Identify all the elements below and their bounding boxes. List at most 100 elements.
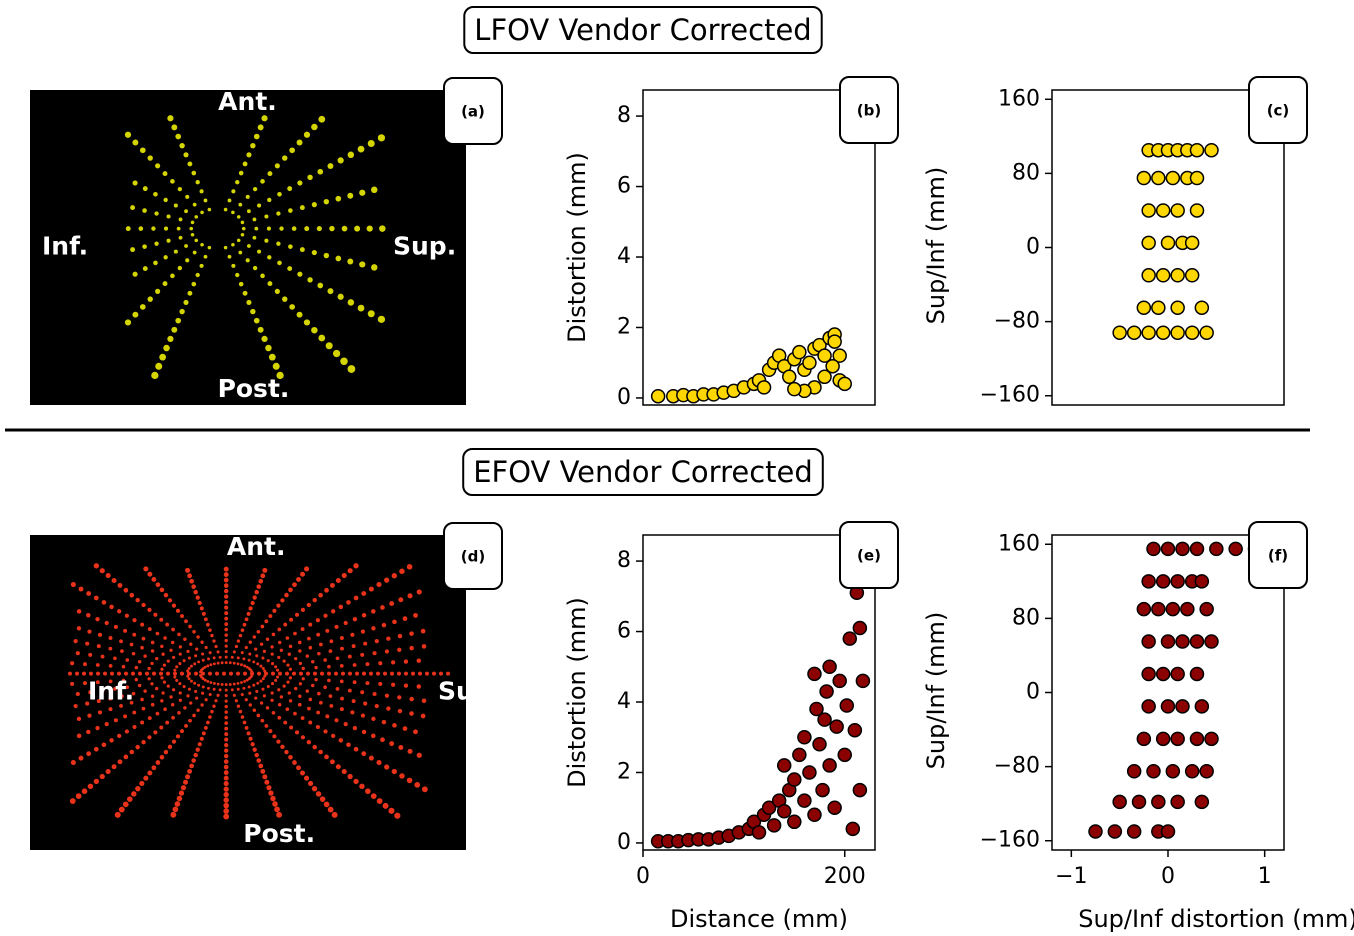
image-dot — [200, 243, 204, 247]
image-dot — [270, 796, 275, 801]
image-dot — [245, 726, 249, 730]
image-dot — [179, 691, 182, 694]
point — [1186, 269, 1199, 282]
image-dot — [132, 711, 136, 715]
image-dot — [359, 784, 364, 789]
image-dot — [191, 221, 195, 225]
image-dot — [391, 683, 395, 687]
image-dot — [187, 672, 191, 676]
image-dot — [196, 635, 199, 638]
image-dot — [163, 636, 167, 640]
image-dot — [191, 758, 196, 763]
image-dot — [138, 684, 141, 687]
point — [1152, 795, 1165, 808]
image-dot — [135, 666, 138, 669]
x-axis-label: Distance (mm) — [670, 905, 848, 933]
image-dot — [217, 694, 220, 697]
image-dot — [135, 786, 140, 791]
image-dot — [114, 718, 118, 722]
image-dot — [202, 731, 206, 735]
image-dot — [125, 319, 131, 325]
point — [1137, 172, 1150, 185]
image-dot — [257, 630, 261, 634]
image-dot — [210, 710, 213, 713]
image-dot — [151, 703, 155, 707]
image-dot — [197, 660, 200, 663]
image-dot — [350, 710, 354, 714]
image-dot — [292, 672, 296, 676]
image-dot — [231, 264, 235, 268]
image-dot — [362, 730, 366, 734]
image-dot — [140, 721, 144, 725]
image-dot — [231, 656, 234, 659]
image-dot — [409, 711, 414, 716]
image-dot — [143, 654, 146, 657]
image-dot — [341, 672, 345, 676]
point — [788, 815, 801, 828]
image-dot — [196, 180, 200, 184]
image-dot — [237, 688, 240, 691]
point — [1162, 236, 1175, 249]
image-dot — [193, 753, 197, 757]
image-dot — [358, 305, 365, 312]
image-dot — [213, 662, 216, 665]
image-dot — [233, 662, 236, 665]
image-dot — [266, 785, 271, 790]
image-dot — [304, 226, 309, 231]
image-dot — [202, 659, 205, 662]
y-axis-label: Distortion (mm) — [563, 597, 591, 788]
point — [1171, 575, 1184, 588]
image-dot — [124, 755, 129, 760]
image-dot — [231, 189, 235, 193]
y-tick-label: 2 — [617, 314, 631, 339]
image-dot — [175, 801, 181, 807]
image-dot — [239, 171, 244, 176]
image-dot — [219, 656, 222, 659]
point — [1157, 732, 1170, 745]
point — [768, 819, 781, 832]
image-dot — [446, 672, 450, 676]
image-dot — [224, 776, 229, 781]
image-dot — [224, 792, 229, 797]
image-dot — [276, 211, 280, 215]
image-dot — [183, 300, 188, 305]
image-dot — [265, 345, 271, 351]
image-dot — [200, 211, 204, 215]
image-dot — [253, 708, 256, 711]
image-dot — [289, 645, 292, 648]
image-dot — [248, 659, 251, 662]
image-dot — [241, 715, 245, 719]
image-dot — [224, 765, 229, 770]
image-dot — [96, 672, 100, 676]
image-dot — [195, 696, 198, 699]
image-dot — [254, 590, 258, 594]
image-dot — [94, 596, 99, 601]
image-dot — [253, 236, 257, 240]
image-dot — [286, 663, 289, 666]
image-dot — [224, 578, 229, 583]
image-dot — [94, 779, 99, 784]
image-dot — [413, 729, 418, 734]
image-dot — [407, 593, 412, 598]
image-dot — [288, 244, 293, 249]
image-dot — [243, 721, 247, 725]
image-dot — [255, 654, 258, 657]
image-dot — [329, 639, 333, 643]
image-dot — [259, 680, 262, 683]
image-dot — [184, 619, 188, 623]
image-dot — [77, 626, 81, 630]
image-dot — [151, 649, 154, 652]
image-dot — [318, 335, 325, 342]
image-dot — [192, 630, 196, 634]
image-dot — [283, 721, 287, 725]
image-dot — [383, 803, 389, 809]
image-dot — [391, 660, 395, 664]
image-dot — [231, 211, 235, 215]
image-dot — [378, 682, 382, 686]
image-dot — [299, 672, 303, 676]
image-dot — [94, 747, 99, 752]
image-dot — [237, 656, 240, 659]
point — [1166, 603, 1179, 616]
image-dot — [224, 743, 228, 747]
point — [856, 674, 869, 687]
